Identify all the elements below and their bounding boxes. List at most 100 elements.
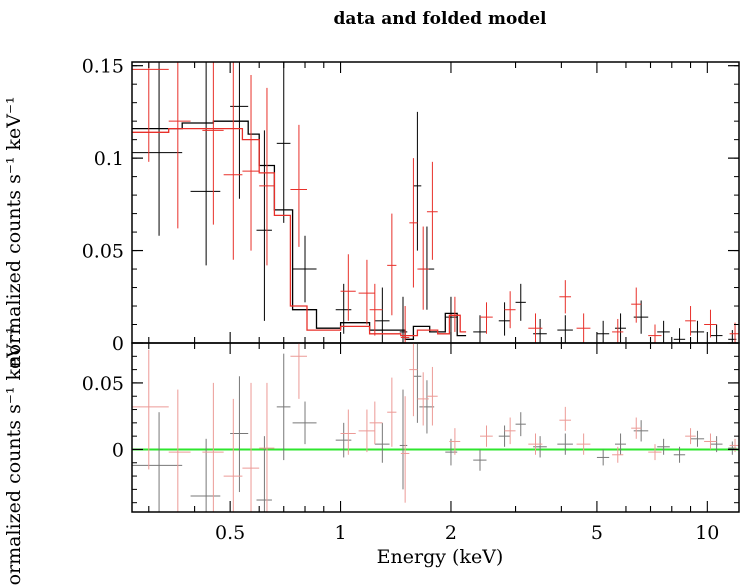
top-series-1-point-6 xyxy=(290,124,307,247)
top-plot-area xyxy=(132,62,739,344)
top-series-0-point-5 xyxy=(292,235,317,303)
bottom-series-1-point-11 xyxy=(400,396,410,503)
top-series-0-point-17 xyxy=(596,320,610,343)
bottom-series-1-point-2 xyxy=(202,382,224,512)
top-series-1-point-3 xyxy=(223,62,243,260)
bottom-series-0-point-1 xyxy=(190,438,221,512)
bottom-series-0-point-6 xyxy=(335,422,352,458)
top-model-0 xyxy=(132,120,467,340)
top-series-1-point-2 xyxy=(202,62,224,225)
top-series-0-point-13 xyxy=(498,302,511,336)
top-series-1-point-10 xyxy=(387,213,397,316)
bottom-series-1-point-5 xyxy=(259,382,275,512)
bottom-series-1-point-23 xyxy=(648,444,662,461)
top-series-1-point-4 xyxy=(242,74,260,251)
bottom-series-0-point-13 xyxy=(498,425,511,447)
bottom-series-1-point-21 xyxy=(612,446,624,463)
chart-title: data and folded model xyxy=(334,9,548,29)
top-series-1-point-8 xyxy=(358,259,375,325)
top-series-1-point-16 xyxy=(480,302,493,334)
bottom-series-0-point-21 xyxy=(673,446,686,463)
top-series-0-point-18 xyxy=(614,313,626,343)
top-series-0-point-21 xyxy=(673,328,686,343)
top-series-1-point-21 xyxy=(612,318,624,343)
bottom-series-0-point-22 xyxy=(690,430,705,447)
bottom-series-1-point-7 xyxy=(340,409,356,455)
top-series-0-point-1 xyxy=(190,62,221,266)
top-ytick-label-1: 0.05 xyxy=(82,241,124,263)
bottom-series-0-point-18 xyxy=(614,433,626,455)
top-series-1-point-12 xyxy=(409,158,418,288)
x-tick-label-1: 1 xyxy=(335,522,347,544)
top-series-0-point-4 xyxy=(276,62,291,223)
bottom-series-0-point-4 xyxy=(276,353,291,461)
top-series-0-point-9 xyxy=(413,111,422,251)
bottom-panel-frame xyxy=(131,342,740,513)
bottom-series-1-point-1 xyxy=(168,389,191,512)
bottom-ytick-label-1: 0.05 xyxy=(82,373,124,395)
top-series-1-point-13 xyxy=(417,226,429,310)
bottom-series-0-point-9 xyxy=(413,343,422,423)
top-series-1-point-25 xyxy=(704,309,717,338)
x-tick-label-3: 5 xyxy=(591,522,603,544)
top-series-0-point-0 xyxy=(132,62,183,236)
bottom-series-1-point-12 xyxy=(409,343,418,417)
bottom-series-0-point-12 xyxy=(473,449,487,471)
top-series-0-point-12 xyxy=(473,315,487,343)
bottom-series-1-point-16 xyxy=(480,425,493,447)
bottom-series-1-point-19 xyxy=(559,406,572,431)
bottom-series-1-point-10 xyxy=(387,377,397,447)
bottom-series-1-point-13 xyxy=(417,372,429,426)
top-model-1 xyxy=(132,127,467,337)
top-y-axis-label: normalized counts s⁻¹ keV⁻¹ xyxy=(3,96,25,367)
top-series-0-point-16 xyxy=(557,315,573,343)
top-series-1-point-1 xyxy=(168,62,191,229)
bottom-series-0-point-17 xyxy=(596,449,610,466)
top-series-0-point-3 xyxy=(256,130,272,321)
bottom-series-1-point-4 xyxy=(242,382,260,512)
bottom-plot-area xyxy=(132,342,739,512)
top-series-0-point-22 xyxy=(690,320,705,343)
bottom-ytick-label-0: 0 xyxy=(112,439,124,461)
bottom-series-1-point-6 xyxy=(290,343,307,399)
top-series-1-point-23 xyxy=(648,324,662,343)
top-series-1-point-22 xyxy=(631,287,642,323)
top-series-0-point-20 xyxy=(657,320,670,343)
top-series-0-point-11 xyxy=(445,296,458,336)
bottom-series-0-point-5 xyxy=(292,401,317,445)
top-series-0-point-7 xyxy=(374,287,390,343)
bottom-series-0-point-11 xyxy=(445,438,458,466)
bottom-series-1-point-14 xyxy=(426,366,438,426)
bottom-series-1-point-22 xyxy=(631,417,642,439)
top-series-1-point-17 xyxy=(504,291,516,329)
bottom-series-1-point-0 xyxy=(132,349,169,470)
top-series-1-point-11 xyxy=(400,306,410,343)
bottom-series-1-point-9 xyxy=(369,401,383,445)
top-series-0-point-23 xyxy=(710,324,723,343)
bottom-series-0-point-14 xyxy=(515,412,526,437)
bottom-series-1-point-25 xyxy=(704,433,717,450)
bottom-series-1-point-18 xyxy=(528,433,543,455)
bottom-series-1-point-8 xyxy=(358,409,375,453)
bottom-y-axis-label: normalized counts s⁻¹ keV⁻¹ xyxy=(3,326,25,585)
top-series-1-point-26 xyxy=(729,322,739,343)
top-ytick-label-2: 0.1 xyxy=(94,148,124,170)
top-ytick-label-0: 0 xyxy=(112,333,124,355)
bottom-series-0-point-10 xyxy=(419,380,435,434)
bottom-series-0-point-0 xyxy=(132,412,183,512)
x-tick-label-2: 2 xyxy=(445,522,457,544)
x-tick-label-4: 10 xyxy=(695,522,719,544)
top-ytick-label-3: 0.15 xyxy=(82,56,124,78)
bottom-series-0-point-16 xyxy=(557,433,573,455)
bottom-series-1-point-15 xyxy=(449,428,461,455)
top-series-1-point-0 xyxy=(132,62,169,162)
bottom-series-0-point-8 xyxy=(399,389,408,490)
bottom-series-0-point-20 xyxy=(657,438,670,455)
top-series-1-point-24 xyxy=(685,306,696,336)
top-series-1-point-19 xyxy=(559,280,572,314)
y-tick-labels: 0 0.05 0.1 0.15 0 0.05 xyxy=(82,56,124,462)
top-series-1-point-5 xyxy=(259,87,275,266)
bottom-series-1-point-17 xyxy=(504,417,516,445)
top-series-1-point-9 xyxy=(369,283,383,336)
